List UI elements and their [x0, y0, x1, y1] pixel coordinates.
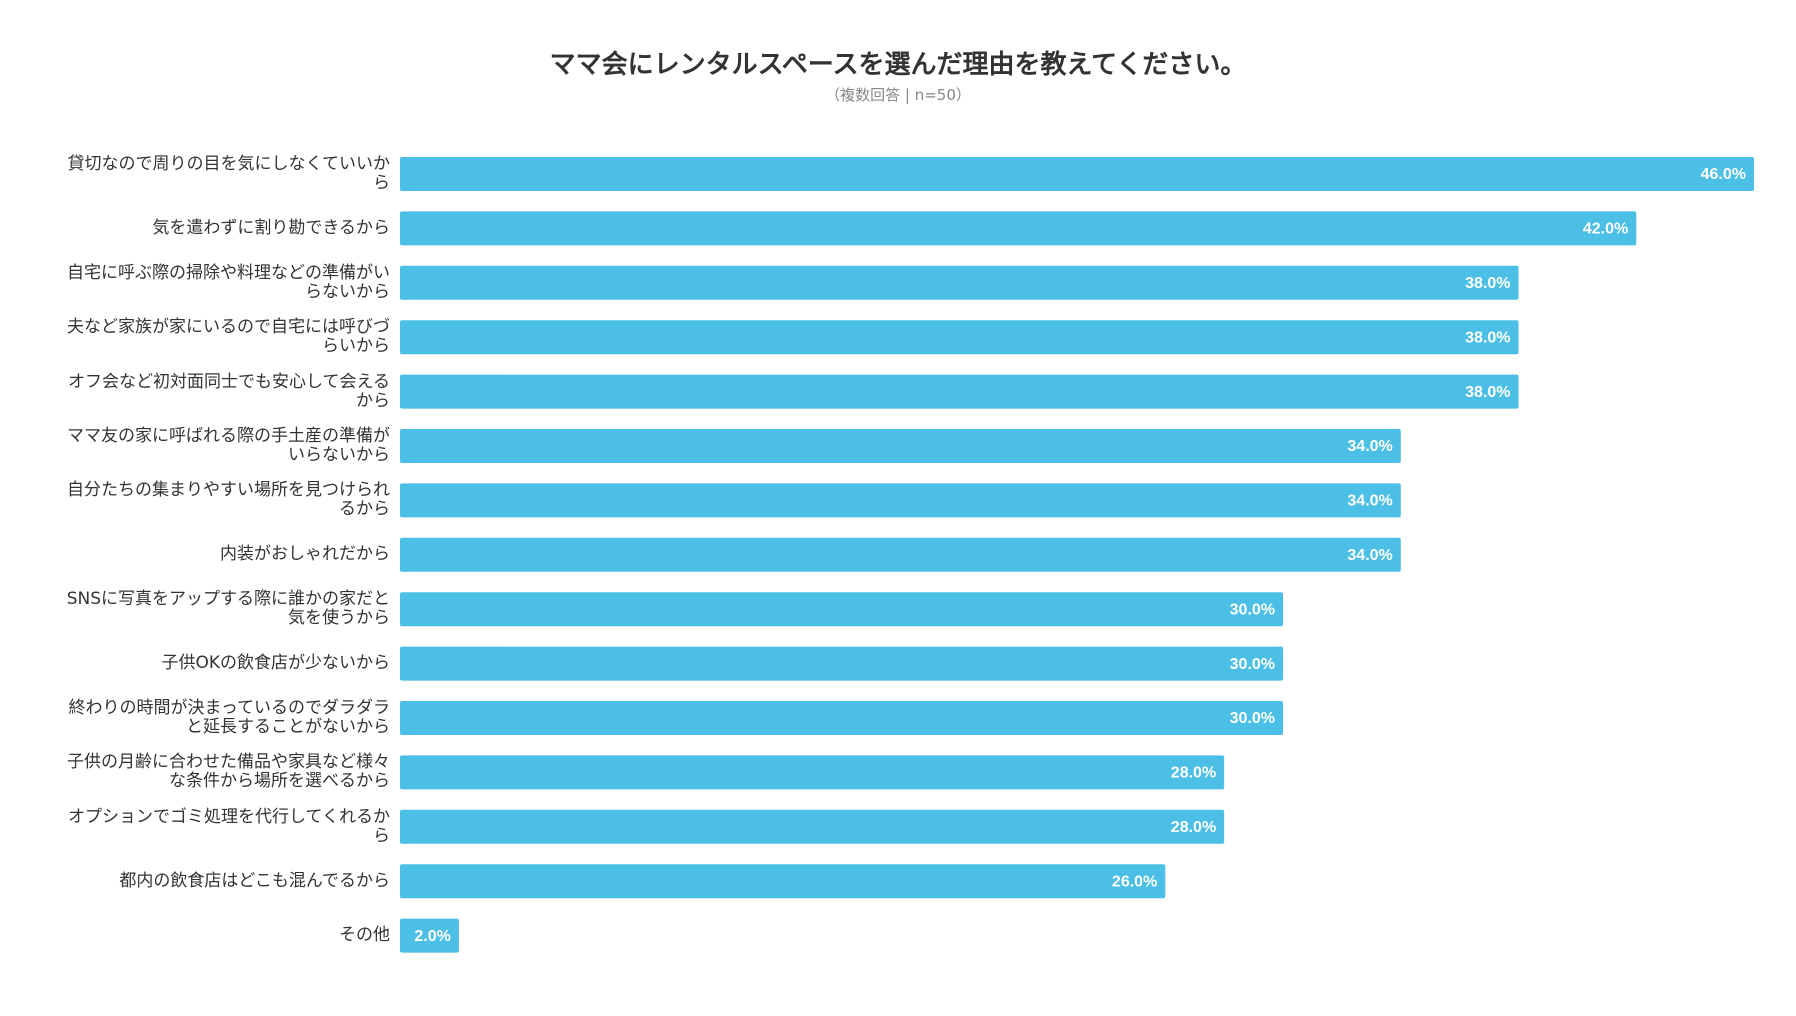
- category-label: 気を遣わずに割り勘できるから: [152, 217, 390, 238]
- value-label: 42.0%: [1583, 221, 1628, 238]
- category-label: 終わりの時間が決まっているのでダラダラと延長することがないから: [68, 698, 390, 737]
- value-label: 46.0%: [1701, 166, 1746, 183]
- value-label: 28.0%: [1171, 819, 1216, 836]
- chart-subtitle: （複数回答 | n=50）: [825, 86, 971, 104]
- category-label: 自宅に呼ぶ際の掃除や料理などの準備がいらないから: [67, 262, 390, 302]
- bar: [400, 157, 1754, 191]
- value-label: 30.0%: [1230, 710, 1275, 727]
- bar: [400, 809, 1225, 844]
- value-label: 38.0%: [1465, 329, 1510, 346]
- value-label: 26.0%: [1112, 873, 1157, 890]
- category-label: ママ友の家に呼ばれる際の手土産の準備がいらないから: [67, 426, 390, 465]
- bar: [400, 918, 459, 953]
- bar: [400, 265, 1519, 300]
- value-label: 34.0%: [1347, 547, 1392, 564]
- value-label: 34.0%: [1347, 493, 1392, 510]
- category-label: その他: [339, 925, 390, 946]
- bar: [400, 537, 1401, 572]
- category-label: オプションでゴミ処理を代行してくれるから: [68, 806, 390, 846]
- bar: [400, 483, 1401, 518]
- category-label: 夫など家族が家にいるので自宅には呼びづらいから: [67, 317, 390, 357]
- value-label: 34.0%: [1347, 438, 1392, 455]
- value-label: 28.0%: [1171, 765, 1216, 782]
- chart-title: ママ会にレンタルスペースを選んだ理由を教えてください。: [549, 50, 1247, 80]
- bar: [400, 755, 1225, 790]
- bar: [400, 864, 1166, 899]
- category-label: 都内の飲食店はどこも混んでるから: [119, 870, 390, 891]
- bar: [400, 374, 1519, 409]
- category-label: 内装がおしゃれだから: [220, 544, 390, 565]
- category-label: 子供の月齢に合わせた備品や家具など様々な条件から場所を選べるから: [67, 752, 390, 792]
- category-label: 貸切なので周りの目を気にしなくていいから: [67, 154, 391, 193]
- bar: [400, 429, 1401, 463]
- value-label: 38.0%: [1465, 275, 1510, 292]
- bar: [400, 701, 1284, 735]
- category-label: SNSに写真をアップする際に誰かの家だと気を使うから: [66, 589, 390, 629]
- category-label: 自分たちの集まりやすい場所を見つけられるから: [67, 480, 390, 520]
- category-label: オフ会など初対面同士でも安心して会えるから: [68, 371, 390, 411]
- value-label: 2.0%: [414, 928, 450, 945]
- bar: [400, 646, 1284, 681]
- bar: [400, 211, 1637, 246]
- category-label: 子供OKの飲食店が少ないから: [161, 653, 390, 674]
- bar: [400, 320, 1519, 355]
- value-label: 38.0%: [1465, 384, 1510, 401]
- value-label: 30.0%: [1230, 601, 1275, 618]
- value-label: 30.0%: [1230, 656, 1275, 673]
- bar: [400, 592, 1284, 627]
